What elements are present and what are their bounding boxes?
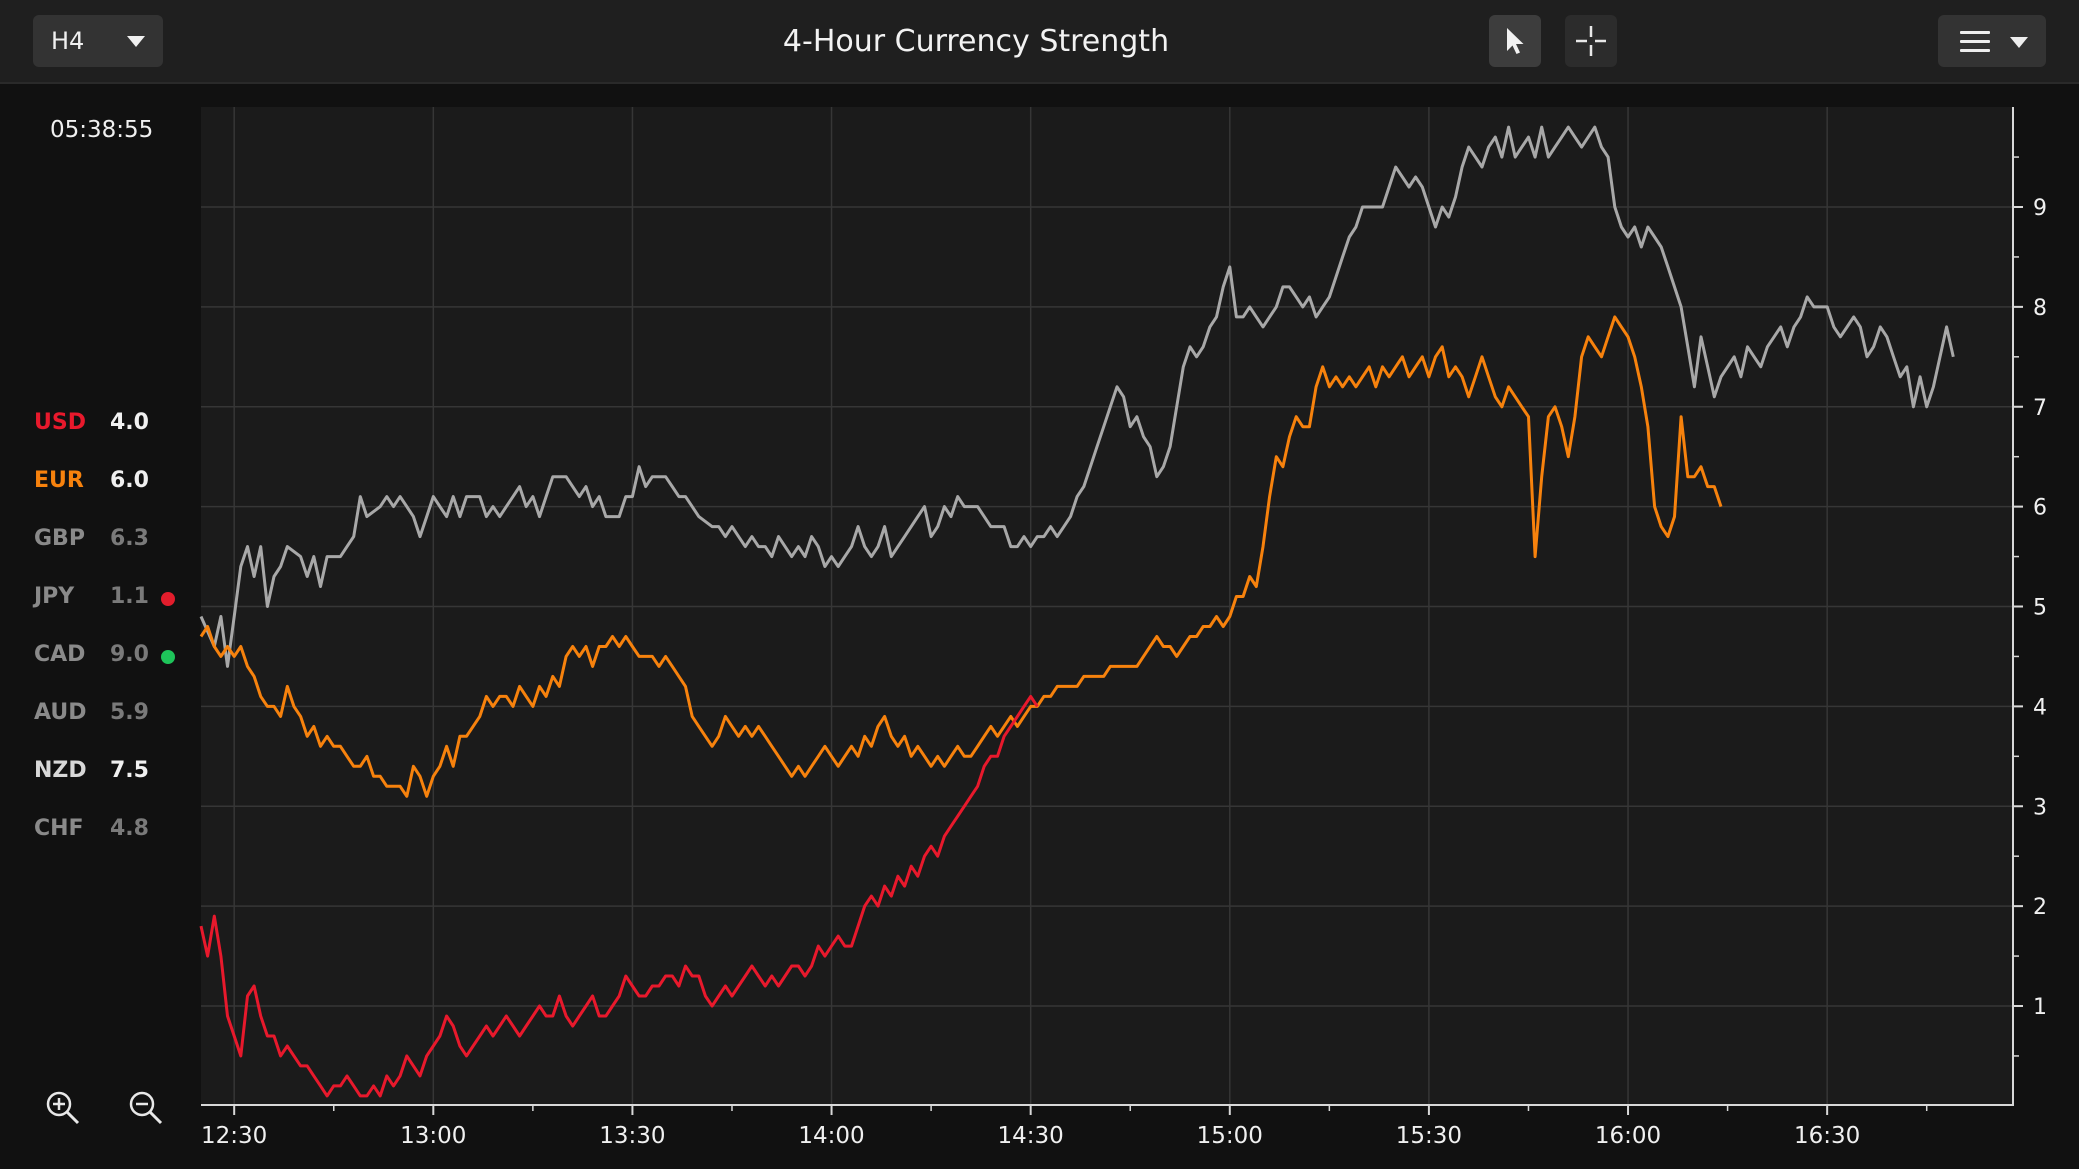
zoom-out-icon — [129, 1091, 163, 1125]
series-line-usd[interactable] — [199, 694, 1039, 1098]
series-lines — [199, 125, 1955, 1098]
legend-currency-value: 4.0 — [110, 410, 149, 435]
legend-currency-value: 1.1 — [110, 584, 149, 609]
legend-currency-code: USD — [34, 410, 86, 435]
legend-currency-code: JPY — [34, 584, 75, 609]
x-tick-label: 13:30 — [599, 1123, 665, 1149]
pointer-tool-button[interactable] — [1489, 15, 1541, 67]
y-axis-ticks: 1 2 3 4 5 6 7 8 9 — [2013, 156, 2047, 1057]
menu-button[interactable] — [1938, 15, 2046, 67]
x-tick-label: 12:30 — [201, 1123, 267, 1149]
x-tick-label: 15:00 — [1197, 1123, 1263, 1149]
hamburger-icon — [1960, 31, 1990, 53]
series-line-eur[interactable] — [199, 315, 1723, 798]
crosshair-tool-button[interactable] — [1565, 15, 1617, 67]
page-title: 4-Hour Currency Strength — [782, 24, 1170, 59]
legend-currency-value: 9.0 — [110, 642, 149, 667]
currency-legend: USD 4.0 EUR 6.0 GBP 6.3 JPY 1.1 CAD 9.0 AUD 5.9 NZD 7… — [34, 410, 194, 874]
crosshair-icon — [1576, 26, 1606, 56]
x-tick-label: 14:00 — [798, 1123, 864, 1149]
legend-currency-code: AUD — [34, 700, 87, 725]
legend-currency-code: CAD — [34, 642, 86, 667]
y-tick-label: 8 — [2033, 296, 2047, 321]
legend-currency-code: CHF — [34, 816, 84, 841]
y-tick-label: 4 — [2033, 695, 2047, 720]
legend-currency-code: EUR — [34, 468, 84, 493]
zoom-in-button[interactable] — [45, 1090, 81, 1126]
x-tick-label: 14:30 — [998, 1123, 1064, 1149]
legend-item-usd[interactable]: USD 4.0 — [34, 410, 194, 468]
y-tick-label: 1 — [2033, 995, 2047, 1020]
zoom-in-icon — [46, 1091, 80, 1125]
legend-currency-value: 6.0 — [110, 468, 149, 493]
x-tick-label: 16:30 — [1794, 1123, 1860, 1149]
clock-readout: 05:38:55 — [50, 117, 154, 143]
legend-item-eur[interactable]: EUR 6.0 — [34, 468, 194, 526]
status-dot-icon — [161, 592, 175, 606]
y-tick-label: 3 — [2033, 795, 2047, 820]
x-axis-ticks: 12:30 13:00 13:30 14:00 14:30 15:00 15:30 16:00… — [201, 1105, 1928, 1149]
legend-item-aud[interactable]: AUD 5.9 — [34, 700, 194, 758]
legend-item-chf[interactable]: CHF 4.8 — [34, 816, 194, 874]
timeframe-label: H4 — [51, 27, 85, 55]
x-tick-label: 16:00 — [1595, 1123, 1661, 1149]
legend-currency-code: NZD — [34, 758, 87, 783]
zoom-out-button[interactable] — [128, 1090, 164, 1126]
x-tick-label: 15:30 — [1396, 1123, 1462, 1149]
series-line-nzd[interactable] — [199, 125, 1955, 668]
toolbar: H4 4-Hour Currency Strength — [0, 0, 2079, 84]
status-dot-icon — [161, 650, 175, 664]
timeframe-select[interactable]: H4 — [33, 15, 163, 67]
y-tick-label: 5 — [2033, 596, 2047, 621]
legend-item-jpy[interactable]: JPY 1.1 — [34, 584, 194, 642]
y-tick-label: 9 — [2033, 196, 2047, 221]
y-tick-label: 2 — [2033, 895, 2047, 920]
legend-item-nzd[interactable]: NZD 7.5 — [34, 758, 194, 816]
y-tick-label: 6 — [2033, 496, 2047, 521]
x-tick-label: 13:00 — [400, 1123, 466, 1149]
y-tick-label: 7 — [2033, 396, 2047, 421]
legend-item-gbp[interactable]: GBP 6.3 — [34, 526, 194, 584]
legend-currency-code: GBP — [34, 526, 85, 551]
legend-item-cad[interactable]: CAD 9.0 — [34, 642, 194, 700]
chevron-down-icon — [2010, 37, 2028, 48]
cursor-arrow-icon — [1507, 28, 1524, 54]
chevron-down-icon — [127, 36, 145, 47]
legend-currency-value: 4.8 — [110, 816, 149, 841]
legend-currency-value: 5.9 — [110, 700, 149, 725]
legend-currency-value: 7.5 — [110, 758, 149, 783]
legend-currency-value: 6.3 — [110, 526, 149, 551]
